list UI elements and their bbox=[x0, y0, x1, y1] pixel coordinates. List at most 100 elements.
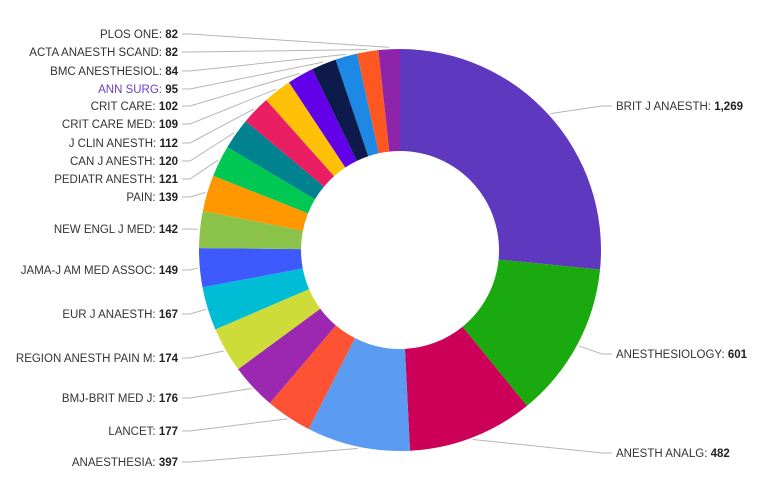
slice-label-region-anesth-pain-m: REGION ANESTH PAIN M: 174 bbox=[16, 353, 179, 365]
slice-bmc-anesthesiol[interactable] bbox=[335, 53, 379, 157]
slice-label-pediatr-anesth: PEDIATR ANESTH: 121 bbox=[54, 174, 178, 186]
label-leader-lines bbox=[182, 33, 612, 463]
leader-line-eur-j-anaesth bbox=[182, 308, 206, 315]
slice-value: 1,269 bbox=[714, 101, 743, 113]
slice-value: 149 bbox=[159, 265, 178, 277]
slice-label-bmj-brit-med-j: BMJ-BRIT MED J: 176 bbox=[62, 393, 178, 405]
slice-label-anesth-analg: ANESTH ANALG: 482 bbox=[616, 448, 730, 460]
slice-lancet[interactable] bbox=[269, 325, 355, 430]
slice-bmj-brit-med-j[interactable] bbox=[238, 308, 336, 404]
slice-value: 109 bbox=[159, 119, 178, 131]
slice-label-j-clin-anesth: J CLIN ANESTH: 112 bbox=[69, 138, 178, 150]
slice-value: 142 bbox=[159, 224, 178, 236]
slice-name: ANESTH ANALG: bbox=[616, 448, 711, 460]
slice-label-anaesthesia: ANAESTHESIA: 397 bbox=[72, 457, 178, 469]
slice-labels: BRIT J ANAESTH: 1,269 ANESTHESIOLOGY: 601… bbox=[16, 29, 748, 469]
slice-value: 82 bbox=[165, 47, 178, 59]
leader-line-region-anesth-pain-m bbox=[182, 350, 224, 359]
donut-slices bbox=[199, 49, 602, 451]
slice-name: EUR J ANAESTH: bbox=[62, 309, 159, 321]
slice-anesthesiology[interactable] bbox=[462, 259, 601, 406]
slice-value: 177 bbox=[159, 426, 178, 438]
slice-label-can-j-anesth: CAN J ANESTH: 120 bbox=[70, 156, 178, 168]
slice-label-new-engl-j-med: NEW ENGL J MED: 142 bbox=[54, 224, 178, 236]
slice-name: CRIT CARE: bbox=[91, 101, 159, 113]
slice-name: NEW ENGL J MED: bbox=[54, 224, 159, 236]
slice-name: ANESTHESIOLOGY: bbox=[616, 349, 728, 361]
slice-name: PEDIATR ANESTH: bbox=[54, 174, 159, 186]
slice-label-pain: PAIN: 139 bbox=[126, 192, 178, 204]
slice-name: BRIT J ANAESTH: bbox=[616, 101, 714, 113]
slice-value: 102 bbox=[159, 101, 178, 113]
slice-label-crit-care: CRIT CARE: 102 bbox=[91, 101, 178, 113]
leader-line-jama-j-am-med-assoc bbox=[182, 267, 198, 271]
slice-value: 84 bbox=[165, 66, 178, 78]
slice-crit-care[interactable] bbox=[289, 69, 357, 168]
leader-line-lancet bbox=[182, 418, 288, 432]
leader-line-plos-one bbox=[182, 33, 390, 48]
slice-name: J CLIN ANESTH: bbox=[69, 138, 160, 150]
slice-value: 174 bbox=[159, 353, 179, 365]
leader-line-crit-care bbox=[182, 73, 300, 107]
slice-name: ANAESTHESIA: bbox=[72, 457, 159, 469]
slice-label-bmc-anesthesiol: BMC ANESTHESIOL: 84 bbox=[50, 66, 178, 78]
slice-plos-one[interactable] bbox=[378, 49, 400, 152]
slice-value: 482 bbox=[711, 448, 730, 460]
slice-anesth-analg[interactable] bbox=[404, 326, 527, 451]
slice-anaesthesia[interactable] bbox=[308, 338, 411, 451]
slice-value: 139 bbox=[159, 192, 178, 204]
slice-value: 176 bbox=[159, 393, 178, 405]
slice-label-jama-j-am-med-assoc: JAMA-J AM MED ASSOC: 149 bbox=[21, 265, 178, 277]
leader-line-anaesthesia bbox=[182, 448, 358, 463]
slice-value: 120 bbox=[159, 156, 178, 168]
leader-line-pain bbox=[182, 192, 206, 198]
slice-pain[interactable] bbox=[202, 175, 309, 231]
slice-name: ANN SURG: bbox=[98, 84, 165, 96]
slice-name: CAN J ANESTH: bbox=[70, 156, 159, 168]
slice-eur-j-anaesth[interactable] bbox=[202, 268, 310, 330]
leader-line-anesthesiology bbox=[578, 345, 612, 355]
slice-j-clin-anesth[interactable] bbox=[245, 99, 335, 187]
slice-value: 112 bbox=[159, 138, 178, 150]
slice-region-anesth-pain-m[interactable] bbox=[215, 289, 321, 370]
slice-acta-anaesth-scand[interactable] bbox=[357, 50, 390, 154]
slice-label-acta-anaesth-scand: ACTA ANAESTH SCAND: 82 bbox=[29, 47, 178, 59]
slice-jama-j-am-med-assoc[interactable] bbox=[199, 248, 303, 288]
slice-crit-care-med[interactable] bbox=[266, 82, 346, 177]
slice-name: JAMA-J AM MED ASSOC: bbox=[21, 265, 159, 277]
slice-name: LANCET: bbox=[108, 426, 159, 438]
leader-line-brit-j-anaesth bbox=[550, 105, 612, 115]
slice-value: 121 bbox=[159, 174, 179, 186]
slice-value: 397 bbox=[159, 457, 178, 469]
leader-line-can-j-anesth bbox=[182, 132, 235, 162]
leader-line-acta-anaesth-scand bbox=[182, 49, 368, 53]
slice-brit-j-anaesth[interactable] bbox=[400, 49, 602, 270]
slice-value: 95 bbox=[165, 84, 178, 96]
slice-value: 82 bbox=[165, 29, 178, 41]
slice-name: PLOS ONE: bbox=[100, 29, 165, 41]
leader-line-j-clin-anesth bbox=[182, 108, 255, 144]
slice-label-lancet: LANCET: 177 bbox=[108, 426, 178, 438]
leader-line-anesth-analg bbox=[472, 439, 612, 454]
slice-can-j-anesth[interactable] bbox=[227, 121, 324, 200]
slice-label-crit-care-med: CRIT CARE MED: 109 bbox=[62, 119, 178, 131]
slice-name: CRIT CARE MED: bbox=[62, 119, 159, 131]
leader-line-ann-surg bbox=[182, 61, 324, 90]
leader-line-crit-care-med bbox=[182, 88, 277, 125]
slice-value: 167 bbox=[159, 309, 178, 321]
leader-line-bmj-brit-med-j bbox=[182, 387, 252, 399]
slice-label-eur-j-anaesth: EUR J ANAESTH: 167 bbox=[62, 309, 178, 321]
leader-line-pediatr-anesth bbox=[182, 159, 219, 180]
slice-label-anesthesiology: ANESTHESIOLOGY: 601 bbox=[616, 349, 748, 361]
slice-name: BMC ANESTHESIOL: bbox=[50, 66, 165, 78]
slice-pediatr-anesth[interactable] bbox=[213, 147, 315, 214]
slice-name: PAIN: bbox=[126, 192, 158, 204]
slice-name: REGION ANESTH PAIN M: bbox=[16, 353, 159, 365]
slice-ann-surg[interactable] bbox=[312, 59, 369, 161]
slice-value: 601 bbox=[728, 349, 748, 361]
slice-new-engl-j-med[interactable] bbox=[199, 210, 303, 250]
slice-label-ann-surg: ANN SURG: 95 bbox=[98, 84, 178, 96]
slice-name: BMJ-BRIT MED J: bbox=[62, 393, 159, 405]
slice-name: ACTA ANAESTH SCAND: bbox=[29, 47, 165, 59]
